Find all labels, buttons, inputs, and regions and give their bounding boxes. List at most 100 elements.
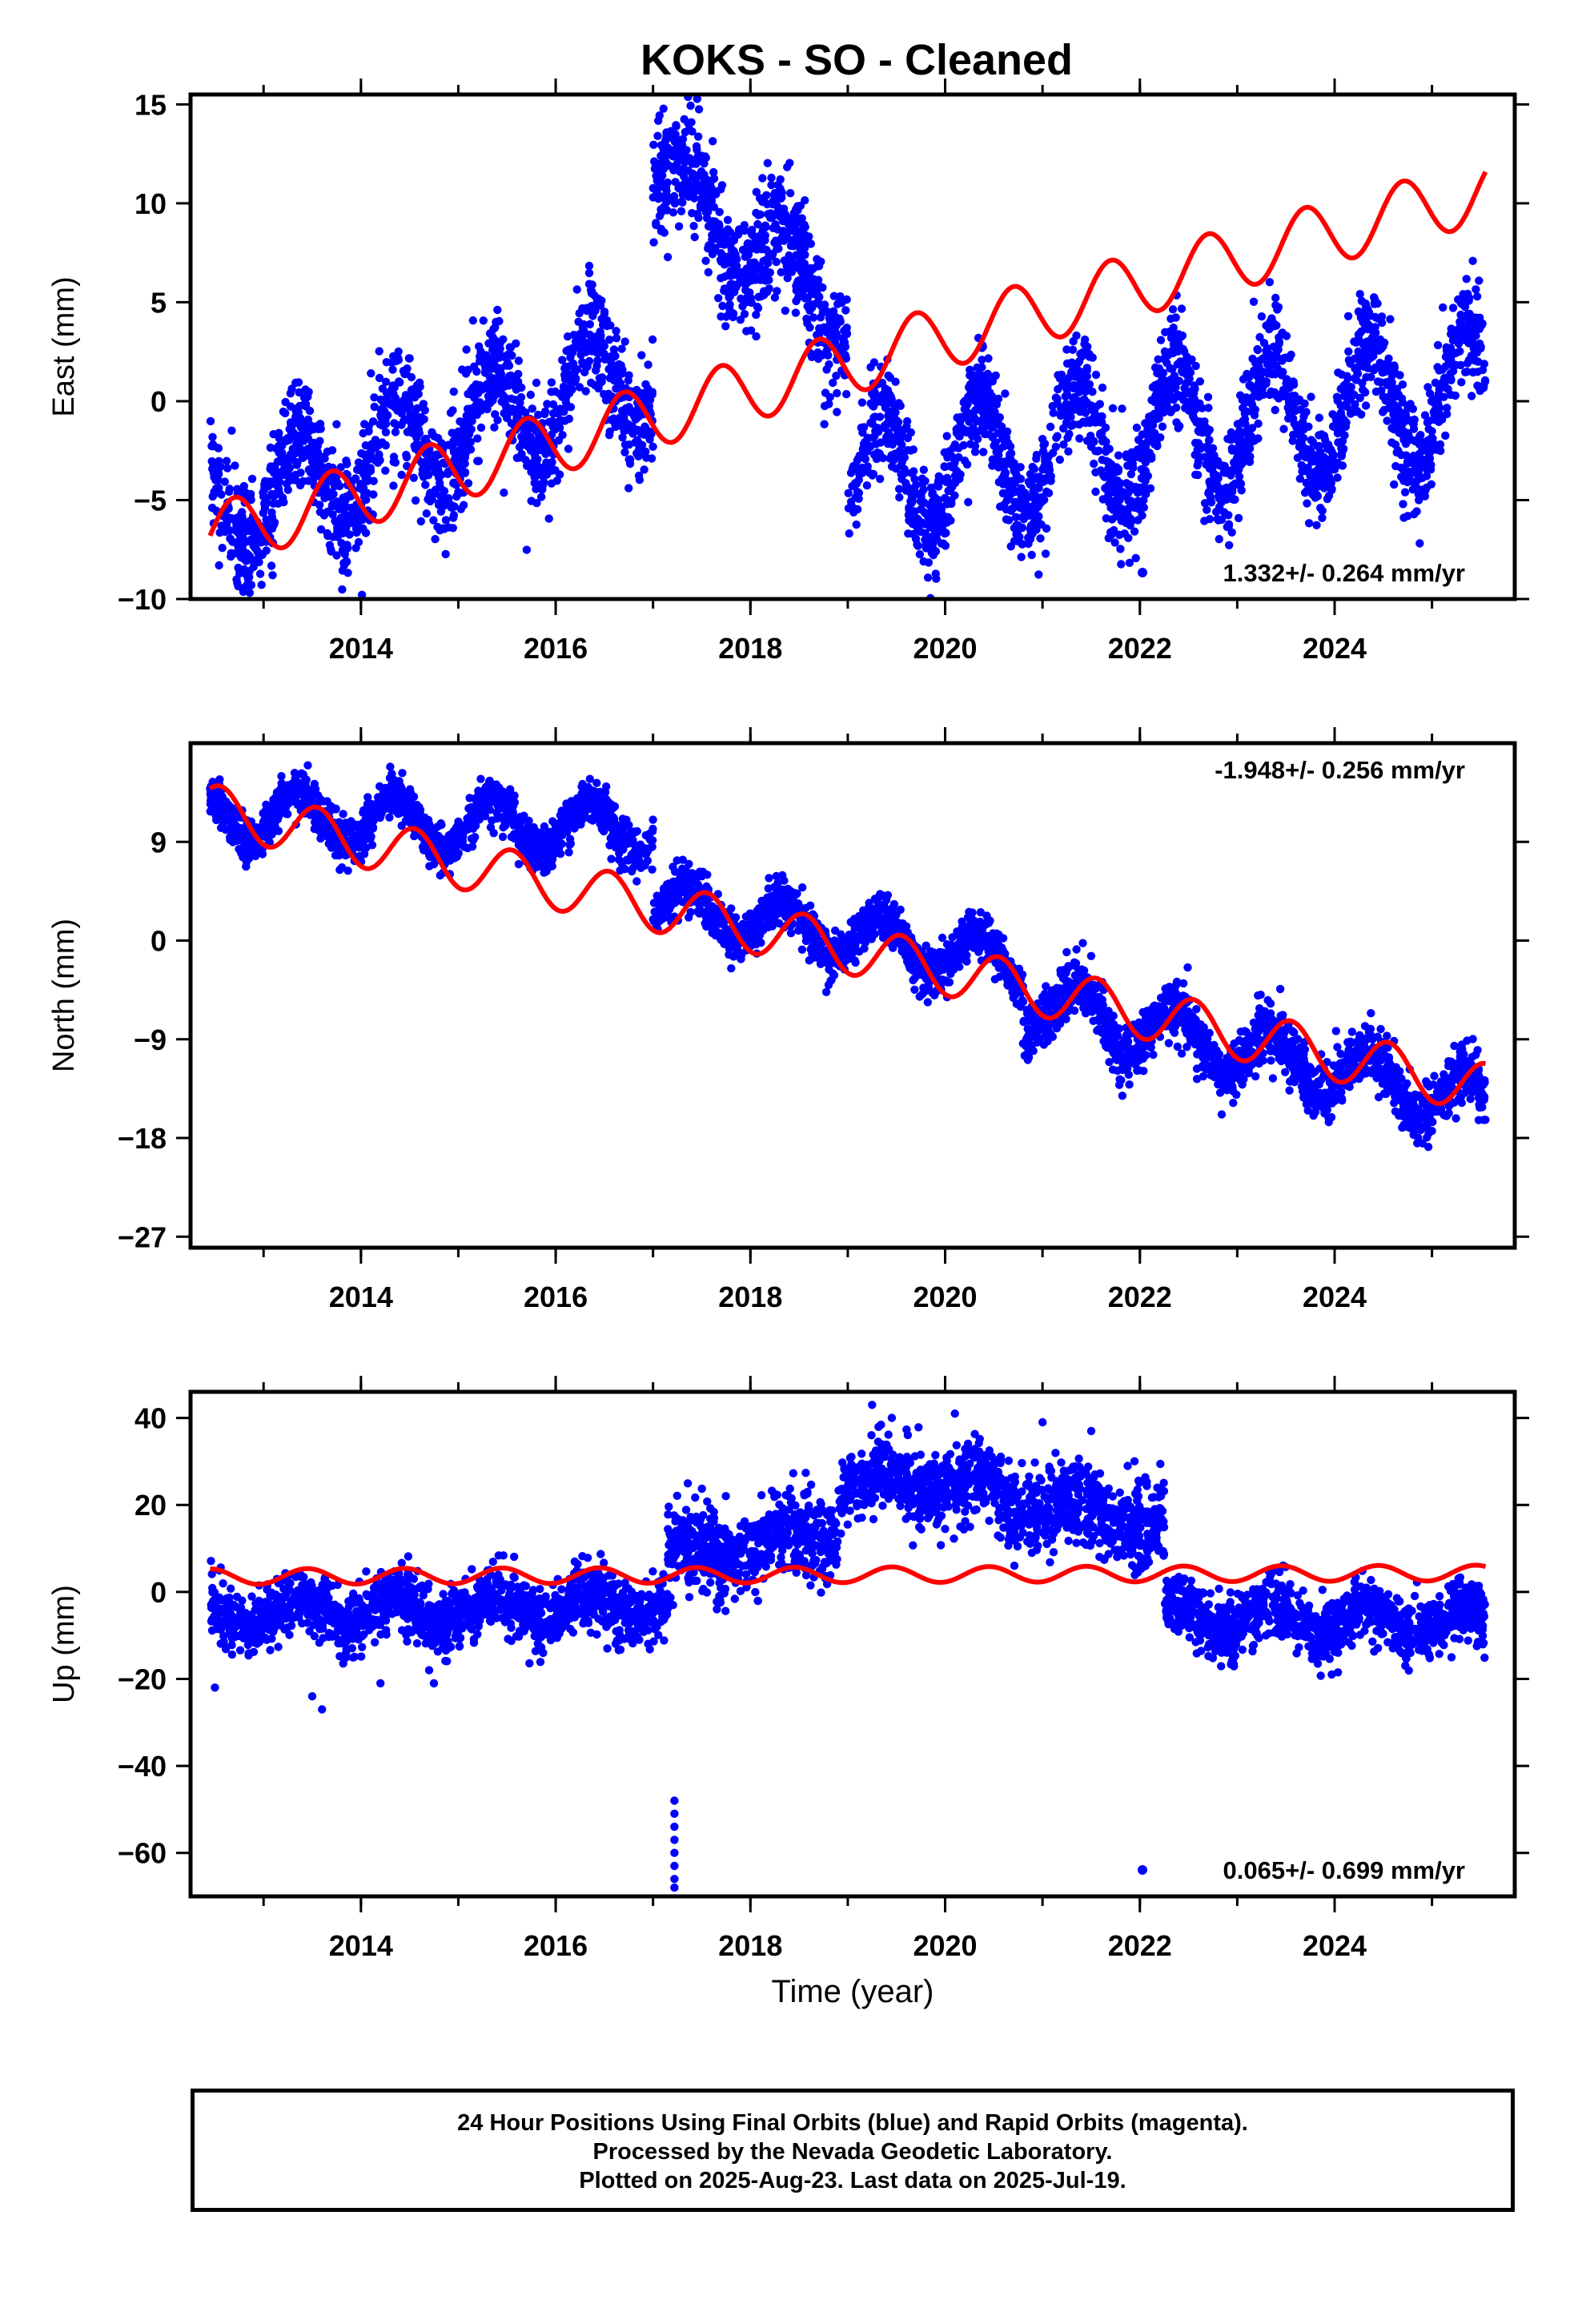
data-point [600, 349, 608, 358]
data-point [1373, 363, 1382, 372]
data-point [1116, 545, 1125, 553]
data-point [768, 252, 777, 261]
data-point [1130, 527, 1139, 536]
data-point [723, 215, 733, 224]
data-point [754, 211, 763, 219]
data-point [960, 456, 970, 465]
data-point [1456, 317, 1464, 326]
data-point [1191, 470, 1200, 479]
data-point [1339, 415, 1348, 424]
data-point [1032, 450, 1042, 460]
data-point [446, 500, 455, 509]
data-point [1474, 357, 1483, 366]
data-point [359, 428, 367, 438]
data-point [397, 470, 406, 480]
data-point [1046, 422, 1055, 432]
data-point [1059, 440, 1068, 449]
data-point [942, 518, 952, 527]
chart-title: KOKS - SO - Cleaned [640, 36, 1074, 84]
data-point [754, 292, 763, 301]
data-point [921, 509, 930, 518]
data-point [437, 820, 446, 830]
data-point [825, 360, 833, 369]
data-point [701, 207, 710, 217]
data-point [512, 339, 520, 348]
data-point [628, 866, 636, 876]
data-point [1088, 388, 1097, 396]
data-point [421, 480, 430, 489]
data-point [962, 400, 971, 408]
data-point [1279, 385, 1288, 395]
data-point [405, 354, 414, 363]
data-point [215, 484, 223, 493]
data-point [1472, 313, 1482, 323]
data-point [970, 396, 980, 405]
data-point [756, 239, 765, 249]
data-point [1251, 436, 1259, 445]
data-point [934, 482, 943, 491]
data-point [793, 216, 803, 225]
data-point [652, 220, 661, 230]
data-point [285, 424, 294, 434]
data-point [942, 432, 951, 440]
data-point [301, 402, 311, 411]
data-point [934, 496, 943, 505]
data-point [508, 351, 516, 360]
data-point [306, 468, 315, 477]
data-point [1427, 427, 1436, 436]
data-point [998, 480, 1008, 489]
data-point [1172, 403, 1181, 412]
data-point [801, 251, 809, 259]
data-point [568, 359, 578, 368]
data-point [866, 363, 875, 372]
data-point [465, 417, 475, 426]
data-point [714, 294, 723, 303]
data-point [1104, 468, 1114, 478]
data-point [309, 475, 318, 484]
data-point [863, 443, 872, 452]
data-point [332, 420, 341, 428]
data-point [468, 384, 477, 392]
data-point [247, 535, 255, 545]
data-point [208, 432, 217, 441]
data-point [833, 315, 842, 324]
data-point [987, 416, 996, 425]
data-point [652, 176, 661, 185]
data-point [1138, 448, 1147, 456]
data-point [655, 111, 664, 120]
data-point [894, 485, 904, 493]
data-point [738, 302, 747, 311]
data-point [694, 105, 704, 114]
data-point [1468, 256, 1477, 265]
data-point [448, 406, 457, 415]
data-point [1415, 436, 1425, 444]
data-point [420, 406, 429, 415]
data-point [468, 842, 477, 851]
data-point [353, 526, 362, 536]
data-point [239, 521, 248, 531]
data-point [884, 371, 893, 380]
data-point [853, 505, 862, 514]
data-point [1328, 465, 1337, 474]
data-point [363, 476, 371, 485]
data-point [973, 363, 982, 372]
data-point [1291, 392, 1299, 400]
data-point [381, 415, 390, 424]
data-point [1403, 472, 1412, 481]
x-tick-label: 2018 [718, 632, 782, 665]
data-point [492, 347, 500, 356]
data-point [978, 407, 986, 416]
data-point [721, 322, 730, 331]
data-point [1475, 344, 1484, 354]
data-point [1403, 512, 1412, 521]
data-point [1028, 529, 1037, 538]
data-point [1066, 404, 1075, 412]
data-point [1062, 345, 1071, 354]
data-point [821, 388, 830, 397]
data-point [239, 565, 249, 574]
data-point [544, 514, 553, 523]
data-point [919, 465, 929, 474]
data-point [1038, 477, 1048, 486]
data-point [891, 377, 900, 386]
data-point [1044, 452, 1054, 460]
